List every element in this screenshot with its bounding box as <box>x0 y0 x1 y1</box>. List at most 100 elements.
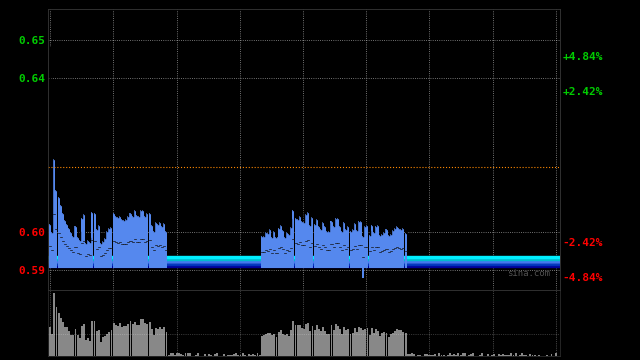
Bar <box>403 228 404 269</box>
Bar <box>309 331 311 356</box>
Bar <box>320 229 322 269</box>
Bar <box>426 354 428 356</box>
Bar <box>267 233 269 269</box>
Bar <box>163 222 165 269</box>
Bar <box>239 355 241 356</box>
Bar <box>278 332 280 356</box>
Bar <box>390 334 392 356</box>
Bar <box>303 329 305 356</box>
Bar <box>271 237 273 269</box>
Bar <box>273 333 275 356</box>
Bar <box>307 212 309 269</box>
Bar <box>398 329 400 356</box>
Bar <box>115 325 116 356</box>
Bar <box>214 354 216 356</box>
Bar <box>106 231 108 269</box>
Bar <box>142 319 144 356</box>
Bar <box>434 354 436 356</box>
Bar <box>263 335 265 356</box>
Bar <box>129 213 132 269</box>
Bar <box>362 330 364 356</box>
Bar <box>316 325 317 356</box>
Bar <box>314 329 316 356</box>
Text: sina.com: sina.com <box>507 269 550 278</box>
Bar <box>53 293 55 356</box>
Bar <box>168 355 170 356</box>
Bar <box>312 326 314 356</box>
Bar <box>449 354 451 356</box>
Bar <box>134 322 136 356</box>
Bar <box>349 334 351 356</box>
Bar <box>138 325 140 356</box>
Bar <box>90 341 92 356</box>
Bar <box>380 336 381 356</box>
Bar <box>132 216 134 269</box>
Bar <box>81 326 83 356</box>
Bar <box>282 230 284 269</box>
Bar <box>328 334 330 356</box>
Bar <box>385 229 388 269</box>
Bar <box>140 210 142 269</box>
Bar <box>49 327 51 356</box>
Bar <box>144 216 147 269</box>
Bar <box>352 333 354 356</box>
Bar <box>51 334 53 356</box>
Bar <box>498 354 500 356</box>
Bar <box>351 229 354 269</box>
Bar <box>339 329 341 356</box>
Bar <box>320 330 322 356</box>
Bar <box>396 226 398 269</box>
Bar <box>510 353 512 356</box>
Bar <box>500 355 502 356</box>
Bar <box>147 213 148 269</box>
Bar <box>125 219 127 269</box>
Bar <box>90 242 92 269</box>
Bar <box>447 355 449 356</box>
Bar <box>337 325 339 356</box>
Bar <box>318 226 320 269</box>
Bar <box>550 355 552 356</box>
Bar <box>124 327 125 356</box>
Bar <box>460 355 461 356</box>
Bar <box>369 235 371 269</box>
Bar <box>98 330 100 356</box>
Bar <box>305 324 307 356</box>
Bar <box>307 324 309 356</box>
Bar <box>284 237 286 269</box>
Bar <box>132 324 134 356</box>
Bar <box>119 323 121 356</box>
Bar <box>276 337 278 356</box>
Bar <box>70 335 72 356</box>
Bar <box>121 219 123 269</box>
Bar <box>102 337 104 356</box>
Bar <box>210 355 212 356</box>
Bar <box>155 328 157 356</box>
Bar <box>117 217 119 269</box>
Bar <box>492 355 493 356</box>
Bar <box>328 231 330 269</box>
Bar <box>375 329 377 356</box>
Bar <box>159 328 161 356</box>
Bar <box>163 327 165 356</box>
Bar <box>184 353 186 356</box>
Bar <box>453 354 455 356</box>
Bar <box>269 333 271 356</box>
Bar <box>294 219 296 269</box>
Bar <box>377 225 379 269</box>
Bar <box>166 231 168 269</box>
Bar <box>121 327 123 356</box>
Bar <box>470 354 472 356</box>
Bar <box>108 332 110 356</box>
Bar <box>263 236 265 269</box>
Bar <box>341 334 343 356</box>
Bar <box>265 334 267 356</box>
Bar <box>411 353 413 356</box>
Bar <box>87 240 89 269</box>
Bar <box>197 353 199 356</box>
Bar <box>487 354 489 356</box>
Bar <box>125 326 127 356</box>
Bar <box>401 330 403 356</box>
Bar <box>92 212 93 269</box>
Bar <box>108 228 110 269</box>
Bar <box>53 159 56 269</box>
